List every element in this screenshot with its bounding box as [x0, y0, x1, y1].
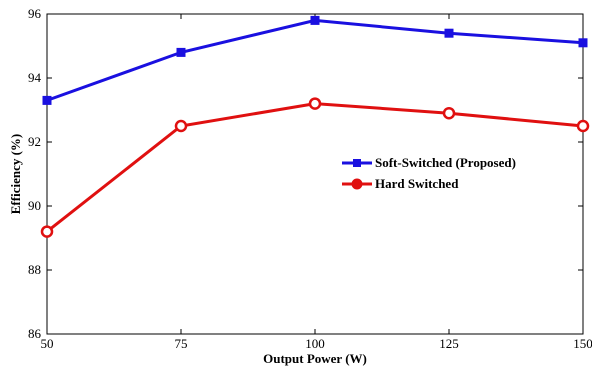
x-tick-label: 100: [305, 336, 325, 351]
axis-ticks: 50 75 100 125 150 86 88 90 92 94 96: [28, 6, 592, 351]
x-tick-label: 150: [573, 336, 592, 351]
data-point-circle: [442, 106, 456, 120]
legend-marker-circle: [351, 178, 363, 190]
x-tick-label: 50: [41, 336, 54, 351]
data-point-square: [176, 47, 186, 57]
data-point-circle: [576, 119, 590, 133]
y-tick-label: 92: [28, 134, 41, 149]
y-tick-label: 94: [28, 70, 42, 85]
data-point-square: [310, 15, 320, 25]
y-tick-label: 90: [28, 198, 41, 213]
legend-marker-square: [353, 159, 361, 167]
data-point-square: [42, 95, 52, 105]
legend-label: Soft-Switched (Proposed): [375, 155, 516, 170]
legend-label: Hard Switched: [375, 176, 459, 191]
data-point-circle: [40, 225, 54, 238]
data-point-square: [578, 38, 588, 48]
data-point-circle: [174, 119, 188, 133]
y-tick-label: 96: [28, 6, 42, 21]
y-tick-label: 88: [28, 262, 41, 277]
y-tick-label: 86: [28, 326, 42, 341]
data-point-circle: [308, 97, 322, 110]
y-axis-title: Efficiency (%): [8, 134, 23, 215]
x-tick-label: 75: [175, 336, 188, 351]
plot-frame: [46, 13, 584, 335]
x-axis-title: Output Power (W): [263, 351, 367, 366]
series-layer: [40, 15, 590, 238]
legend: Soft-Switched (Proposed) Hard Switched: [342, 155, 516, 191]
x-tick-label: 125: [439, 336, 459, 351]
data-point-square: [444, 28, 454, 38]
